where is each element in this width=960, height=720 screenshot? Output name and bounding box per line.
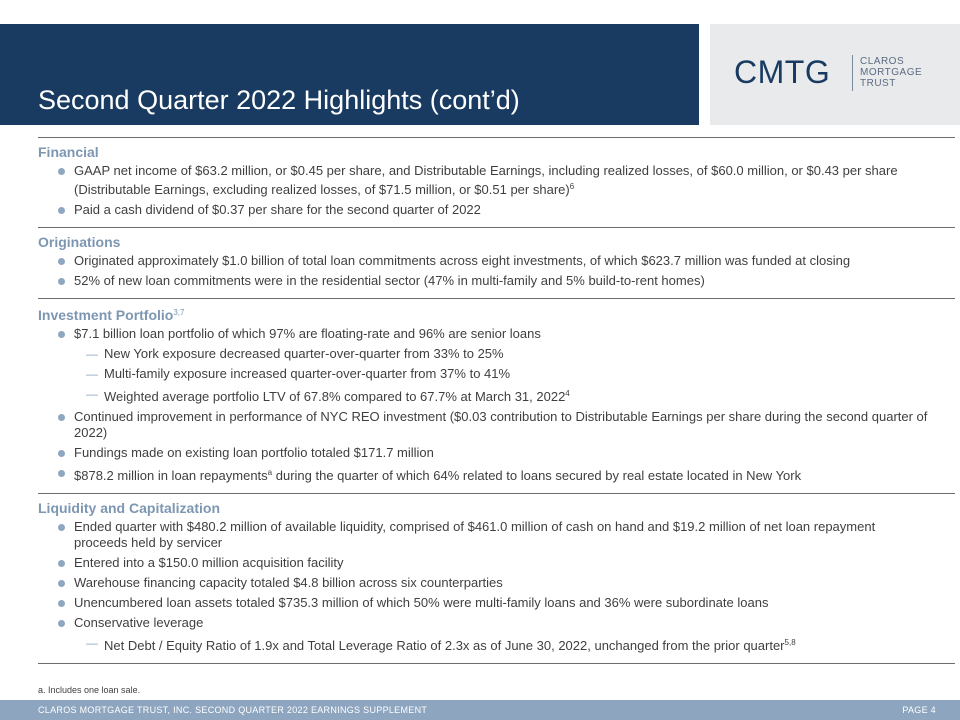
footer-text: CLAROS MORTGAGE TRUST, INC. SECOND QUART…	[38, 705, 428, 715]
section-title: Liquidity and Capitalization	[38, 500, 220, 516]
footnote-ref: 5,8	[784, 638, 796, 647]
list-item: Continued improvement in performance of …	[38, 409, 955, 441]
logo-mark: CMTG	[734, 54, 831, 90]
item-text-continued: during the quarter of which 64% related …	[272, 468, 802, 483]
section-financial: Financial GAAP net income of $63.2 milli…	[38, 138, 955, 228]
logo-text-line: CLAROS	[860, 56, 905, 67]
sub-list-item: New York exposure decreased quarter-over…	[38, 346, 955, 362]
section-liquidity: Liquidity and Capitalization Ended quart…	[38, 494, 955, 664]
header-bar	[0, 24, 699, 125]
sub-list-item: Net Debt / Equity Ratio of 1.9x and Tota…	[38, 635, 955, 654]
list-item: Paid a cash dividend of $0.37 per share …	[38, 202, 955, 218]
section-title-text: Investment Portfolio	[38, 307, 174, 323]
sub-list-item: Multi-family exposure increased quarter-…	[38, 366, 955, 382]
footnote-ref: 3,7	[173, 308, 185, 317]
list-item: Warehouse financing capacity totaled $4.…	[38, 575, 955, 591]
page-title: Second Quarter 2022 Highlights (cont’d)	[38, 85, 520, 115]
logo-text-line: TRUST	[860, 78, 896, 89]
sub-list-item: Weighted average portfolio LTV of 67.8% …	[38, 386, 955, 405]
bullet-list: GAAP net income of $63.2 million, or $0.…	[38, 163, 955, 218]
list-item: Fundings made on existing loan portfolio…	[38, 445, 955, 461]
section-title: Originations	[38, 234, 121, 250]
bullet-list: Ended quarter with $480.2 million of ava…	[38, 519, 955, 654]
list-item: 52% of new loan commitments were in the …	[38, 273, 955, 289]
highlights-content: Financial GAAP net income of $63.2 milli…	[38, 137, 955, 664]
list-item: Conservative leverage	[38, 615, 955, 631]
footnote-ref: 4	[565, 389, 570, 398]
item-text: $878.2 million in loan repayments	[74, 468, 268, 483]
section-title: Financial	[38, 144, 99, 160]
bullet-list: Originated approximately $1.0 billion of…	[38, 253, 955, 289]
list-item: GAAP net income of $63.2 million, or $0.…	[38, 163, 955, 198]
item-text: Weighted average portfolio LTV of 67.8% …	[104, 389, 566, 404]
page-number: PAGE 4	[902, 705, 936, 715]
list-item: Ended quarter with $480.2 million of ava…	[38, 519, 955, 551]
list-item: Entered into a $150.0 million acquisitio…	[38, 555, 955, 571]
item-text: Net Debt / Equity Ratio of 1.9x and Tota…	[104, 638, 785, 653]
logo-divider	[852, 55, 853, 91]
section-investment-portfolio: Investment Portfolio3,7 $7.1 billion loa…	[38, 299, 955, 494]
footnote: a. Includes one loan sale.	[38, 685, 141, 695]
item-text: GAAP net income of $63.2 million, or $0.…	[74, 163, 898, 197]
footnote-ref: a	[267, 468, 273, 477]
section-originations: Originations Originated approximately $1…	[38, 228, 955, 299]
list-item: $7.1 billion loan portfolio of which 97%…	[38, 326, 955, 342]
list-item: $878.2 million in loan repaymentsa durin…	[38, 465, 955, 484]
section-title: Investment Portfolio3,7	[38, 304, 955, 324]
logo-text-line: MORTGAGE	[860, 67, 923, 78]
logo-text: CLAROS MORTGAGE TRUST	[860, 56, 955, 89]
logo: CMTG CLAROS MORTGAGE TRUST	[710, 24, 960, 125]
footer-bar: CLAROS MORTGAGE TRUST, INC. SECOND QUART…	[0, 700, 960, 720]
list-item: Originated approximately $1.0 billion of…	[38, 253, 955, 269]
list-item: Unencumbered loan assets totaled $735.3 …	[38, 595, 955, 611]
bullet-list: $7.1 billion loan portfolio of which 97%…	[38, 326, 955, 484]
footnote-ref: 6	[569, 182, 575, 191]
